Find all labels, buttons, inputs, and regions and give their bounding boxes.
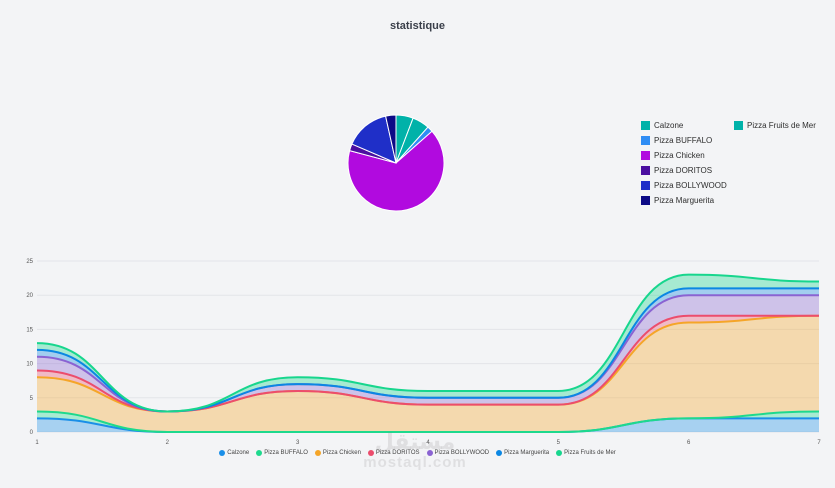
area-legend: Calzone Pizza BUFFALO Pizza Chicken Pizza D…: [0, 450, 835, 456]
stacked-area-chart[interactable]: 0 5 10 15 20 25 1 2 3 4 5 6 7: [0, 250, 835, 450]
pie-legend-item-pizza-buffalo[interactable]: Pizza BUFFALO: [641, 136, 712, 145]
legend-swatch: [734, 121, 743, 130]
area-legend-item-pizza-bollywood[interactable]: Pizza BOLLYWOOD: [426, 450, 490, 456]
legend-dot: [496, 450, 503, 456]
legend-label: Pizza BOLLYWOOD: [654, 181, 727, 190]
legend-swatch: [641, 121, 650, 130]
x-tick-label: 4: [426, 440, 430, 446]
pie-chart[interactable]: [335, 108, 457, 218]
pie-legend-item-pizza-chicken[interactable]: Pizza Chicken: [641, 151, 705, 160]
area-fill-pizza-bollywood[interactable]: [37, 295, 819, 412]
area-fill-calzone[interactable]: [37, 418, 819, 432]
area-legend-item-pizza-doritos[interactable]: Pizza DORITOS: [367, 450, 420, 456]
area-legend-item-calzone[interactable]: Calzone: [219, 450, 249, 456]
pie-legend-item-pizza-bollywood[interactable]: Pizza BOLLYWOOD: [641, 181, 727, 190]
area-line-pizza-fruits-de-mer[interactable]: [36, 273, 820, 413]
area-legend-item-pizza-fruits-de-mer[interactable]: Pizza Fruits de Mer: [556, 450, 616, 456]
x-tick-label: 1: [35, 440, 39, 446]
legend-label: Pizza BUFFALO: [654, 136, 713, 145]
legend-swatch: [641, 166, 650, 175]
legend-dot: [367, 450, 374, 456]
legend-label: Pizza DORITOS: [375, 450, 420, 456]
chart-title: statistique: [389, 20, 445, 32]
legend-label: Pizza DORITOS: [654, 166, 713, 175]
area-legend-item-pizza-buffalo[interactable]: Pizza BUFFALO: [256, 450, 308, 456]
area-fill-pizza-chicken[interactable]: [37, 315, 819, 432]
y-tick-label: 20: [26, 293, 33, 299]
area-line-pizza-buffalo[interactable]: [36, 410, 820, 433]
legend-swatch: [641, 151, 650, 160]
legend-dot: [256, 450, 263, 456]
legend-label: Pizza Fruits de Mer: [747, 121, 816, 130]
legend-label: Pizza Chicken: [654, 151, 705, 160]
pie-legend-item-pizza-marguerita[interactable]: Pizza Marguerita: [641, 196, 714, 205]
area-legend-item-pizza-marguerita[interactable]: Pizza Marguerita: [496, 450, 549, 456]
legend-label: Pizza BUFFALO: [264, 450, 308, 456]
x-tick-label: 7: [817, 440, 821, 446]
legend-dot: [314, 450, 321, 456]
legend-dot: [219, 450, 226, 456]
y-tick-label: 15: [26, 327, 33, 333]
x-tick-label: 3: [296, 440, 300, 446]
y-tick-label: 25: [26, 259, 33, 265]
legend-label: Calzone: [654, 121, 684, 130]
pie-legend-item-calzone[interactable]: Calzone: [641, 121, 683, 130]
legend-label: Pizza Chicken: [322, 450, 361, 456]
pie-legend-item-pizza-fruits-de-mer[interactable]: Pizza Fruits de Mer: [734, 121, 816, 130]
legend-label: Pizza Fruits de Mer: [564, 450, 616, 456]
legend-label: Calzone: [227, 450, 250, 456]
x-tick-label: 5: [557, 440, 561, 446]
pie-slice-pizza-chicken[interactable]: [347, 130, 445, 212]
area-legend-item-pizza-chicken[interactable]: Pizza Chicken: [314, 450, 361, 456]
legend-label: Pizza Marguerita: [504, 450, 550, 456]
legend-label: Pizza Marguerita: [654, 196, 715, 205]
legend-swatch: [641, 181, 650, 190]
legend-dot: [556, 450, 563, 456]
pie-slice-pizza-marguerita[interactable]: [385, 114, 397, 164]
pie-legend-item-pizza-doritos[interactable]: Pizza DORITOS: [641, 166, 712, 175]
x-tick-label: 6: [687, 440, 691, 446]
legend-dot: [426, 450, 433, 456]
legend-swatch: [641, 196, 650, 205]
y-tick-label: 5: [30, 396, 34, 402]
y-tick-label: 0: [30, 430, 34, 436]
legend-swatch: [641, 136, 650, 145]
legend-label: Pizza BOLLYWOOD: [434, 450, 490, 456]
y-tick-label: 10: [26, 362, 33, 368]
x-tick-label: 2: [166, 440, 170, 446]
